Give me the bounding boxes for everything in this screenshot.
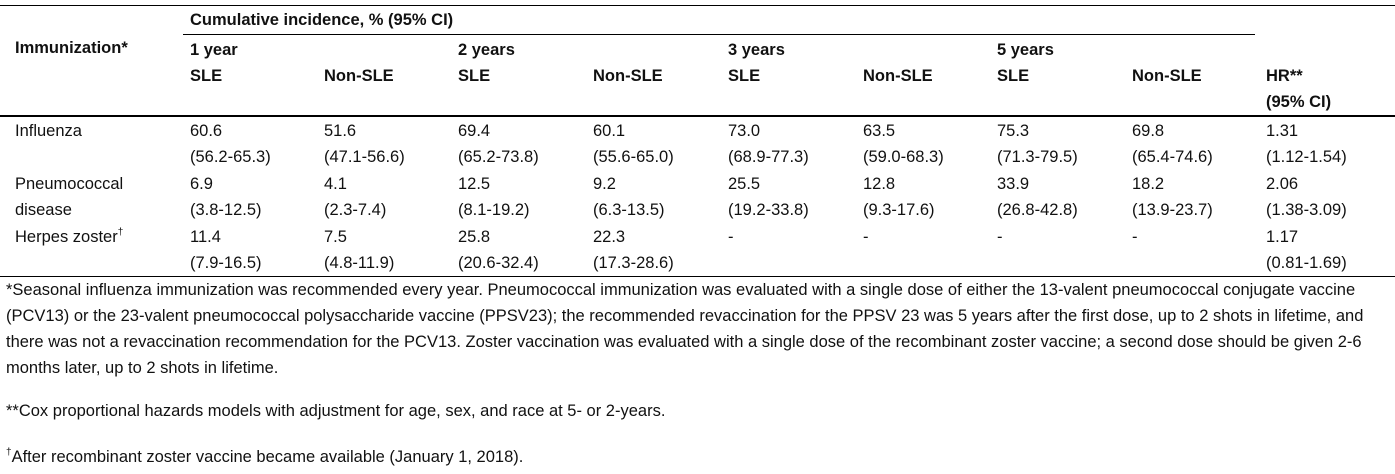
cell-value: 69.8 <box>1132 122 1165 140</box>
cell-ci: (6.3-13.5) <box>593 201 665 219</box>
footnote-mark: † <box>6 447 12 458</box>
cell-value: 25.8 <box>458 228 491 246</box>
cell-ci: (56.2-65.3) <box>190 148 271 166</box>
cell-value: 51.6 <box>324 122 357 140</box>
cell-value: - <box>863 228 869 246</box>
column-header: SLE <box>458 67 491 85</box>
cell-value: 25.5 <box>728 175 761 193</box>
period-header: 3 years <box>728 41 785 59</box>
row-label: Herpes zoster† <box>15 227 124 247</box>
cell-value: - <box>1132 228 1138 246</box>
cell-value: 2.06 <box>1266 175 1299 193</box>
cell-ci: (8.1-19.2) <box>458 201 530 219</box>
rule <box>0 276 1395 277</box>
cell-ci: (19.2-33.8) <box>728 201 809 219</box>
cell-value: 60.1 <box>593 122 626 140</box>
hr-header: HR** <box>1266 67 1303 85</box>
footnote: **Cox proportional hazards models with a… <box>6 398 1381 424</box>
cell-value: 1.31 <box>1266 122 1299 140</box>
column-header: SLE <box>190 67 223 85</box>
row-label: Influenza <box>15 122 82 140</box>
cell-ci: (47.1-56.6) <box>324 148 405 166</box>
cell-ci: (26.8-42.8) <box>997 201 1078 219</box>
footnote: †After recombinant zoster vaccine became… <box>6 444 1381 470</box>
cell-value: 33.9 <box>997 175 1030 193</box>
cell-value: - <box>997 228 1003 246</box>
cell-ci: (1.12-1.54) <box>1266 148 1347 166</box>
group-header: Cumulative incidence, % (95% CI) <box>190 11 454 29</box>
cell-value: 69.4 <box>458 122 491 140</box>
column-header: Non-SLE <box>1132 67 1202 85</box>
hr-ci-header: (95% CI) <box>1266 93 1332 111</box>
cell-value: 4.1 <box>324 175 347 193</box>
cell-ci: (55.6-65.0) <box>593 148 674 166</box>
cell-ci: (2.3-7.4) <box>324 201 387 219</box>
cell-ci: (3.8-12.5) <box>190 201 262 219</box>
cell-ci: (7.9-16.5) <box>190 254 262 272</box>
rule <box>0 5 1395 6</box>
cell-value: 75.3 <box>997 122 1030 140</box>
cell-value: 18.2 <box>1132 175 1165 193</box>
cell-value: 7.5 <box>324 228 347 246</box>
row-header: Immunization* <box>15 39 128 57</box>
cell-ci: (71.3-79.5) <box>997 148 1078 166</box>
cell-value: 12.5 <box>458 175 491 193</box>
footnote-text: After recombinant zoster vaccine became … <box>11 448 524 466</box>
cell-value: 63.5 <box>863 122 896 140</box>
column-header: Non-SLE <box>593 67 663 85</box>
cell-value: 12.8 <box>863 175 896 193</box>
rule <box>183 34 1255 35</box>
cell-ci: (13.9-23.7) <box>1132 201 1213 219</box>
rule <box>0 115 1395 117</box>
row-label: Pneumococcal disease <box>15 175 124 219</box>
cell-value: 60.6 <box>190 122 223 140</box>
cell-value: 11.4 <box>190 228 221 246</box>
column-header: SLE <box>997 67 1030 85</box>
column-header: Non-SLE <box>863 67 933 85</box>
cell-value: 6.9 <box>190 175 213 193</box>
column-header: SLE <box>728 67 761 85</box>
footnote-text: **Cox proportional hazards models with a… <box>6 402 666 420</box>
period-header: 2 years <box>458 41 515 59</box>
footnote-mark: † <box>117 227 124 238</box>
cell-value: 73.0 <box>728 122 761 140</box>
period-header: 5 years <box>997 41 1054 59</box>
cell-ci: (0.81-1.69) <box>1266 254 1347 272</box>
cell-ci: (17.3-28.6) <box>593 254 674 272</box>
cell-value: 22.3 <box>593 228 626 246</box>
cell-value: 9.2 <box>593 175 616 193</box>
column-header: Non-SLE <box>324 67 394 85</box>
period-header: 1 year <box>190 41 238 59</box>
cell-value: - <box>728 228 734 246</box>
cell-ci: (68.9-77.3) <box>728 148 809 166</box>
cell-ci: (9.3-17.6) <box>863 201 935 219</box>
cell-ci: (65.2-73.8) <box>458 148 539 166</box>
cell-ci: (20.6-32.4) <box>458 254 539 272</box>
cell-ci: (1.38-3.09) <box>1266 201 1347 219</box>
cell-ci: (65.4-74.6) <box>1132 148 1213 166</box>
footnote-text: *Seasonal influenza immunization was rec… <box>6 281 1364 377</box>
cell-ci: (4.8-11.9) <box>324 254 395 272</box>
footnote: *Seasonal influenza immunization was rec… <box>6 277 1381 381</box>
cell-ci: (59.0-68.3) <box>863 148 944 166</box>
cell-value: 1.17 <box>1266 228 1299 246</box>
